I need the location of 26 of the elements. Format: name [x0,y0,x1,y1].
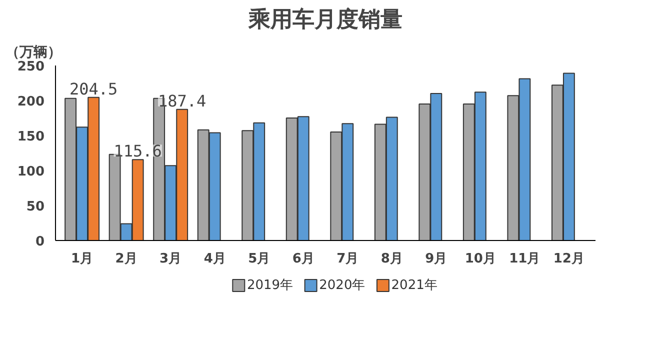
y-tick-label: 50 [26,200,45,214]
x-tick-label: 12月 [553,252,584,266]
x-tick-label: 11月 [509,252,540,266]
x-tick-label: 8月 [380,252,403,266]
legend-label: 2019年 [246,278,294,293]
y-tick-label: 150 [17,130,45,144]
data-label: 115.6 [114,142,162,161]
y-tick-label: 0 [35,234,44,250]
data-label: 187.4 [158,91,206,110]
x-tick-label: 2月 [115,252,138,266]
x-tick-label: 6月 [292,252,314,266]
x-tick-label: 1月 [71,252,94,266]
legend-label: 2021年 [391,278,438,293]
x-tick-label: 10月 [464,252,496,266]
x-tick-label: 9月 [425,252,448,266]
chart-title: 乘用车月度销量 [248,6,402,32]
y-tick-label: 100 [17,164,45,180]
y-tick-label: 250 [17,60,45,74]
x-tick-label: 3月 [160,252,182,266]
x-tick-label: 7月 [336,252,359,266]
legend-label: 2020年 [319,278,366,293]
y-axis-title: （万辆） [6,44,62,60]
x-tick-label: 5月 [248,252,270,266]
x-tick-label: 4月 [204,252,226,266]
data-label: 204.5 [69,79,118,98]
y-tick-label: 200 [17,94,45,110]
